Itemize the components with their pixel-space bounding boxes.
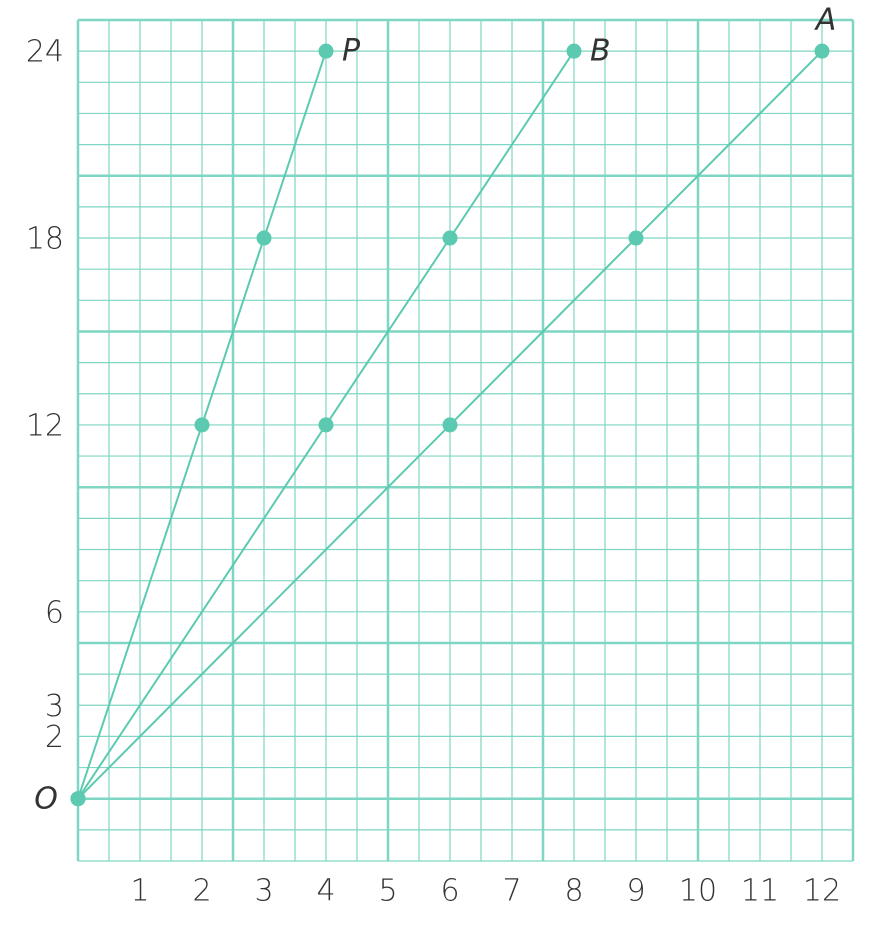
x-tick-label: 6 xyxy=(440,874,459,909)
data-point xyxy=(194,417,210,433)
x-tick-label: 4 xyxy=(316,874,335,909)
y-tick-label: 24 xyxy=(26,35,64,70)
data-point xyxy=(318,43,334,59)
y-tick-label: 3 xyxy=(45,689,64,724)
y-tick-label: 18 xyxy=(26,222,64,257)
series-label: B xyxy=(590,34,611,69)
data-point xyxy=(442,417,458,433)
data-point xyxy=(814,43,830,59)
x-tick-label: 8 xyxy=(564,874,583,909)
x-tick-label: 5 xyxy=(378,874,397,909)
y-tick-label: 6 xyxy=(45,595,64,630)
series-line xyxy=(77,50,327,800)
x-tick-label: 11 xyxy=(741,874,779,909)
data-point xyxy=(256,230,272,246)
data-point xyxy=(70,791,86,807)
y-tick-label: 2 xyxy=(45,720,64,755)
x-tick-label: 9 xyxy=(626,874,645,909)
series-line xyxy=(77,50,575,800)
data-point xyxy=(566,43,582,59)
data-point xyxy=(442,230,458,246)
origin-label: O xyxy=(34,782,58,817)
series-label: A xyxy=(814,3,837,38)
data-point xyxy=(628,230,644,246)
x-tick-label: 12 xyxy=(803,874,841,909)
x-tick-label: 3 xyxy=(254,874,273,909)
y-tick-label: 12 xyxy=(26,408,64,443)
x-tick-label: 1 xyxy=(130,874,149,909)
x-tick-label: 2 xyxy=(192,874,211,909)
series-line xyxy=(77,50,823,800)
data-point xyxy=(318,417,334,433)
x-tick-label: 7 xyxy=(502,874,521,909)
x-tick-label: 10 xyxy=(679,874,717,909)
series-label: P xyxy=(342,34,361,69)
